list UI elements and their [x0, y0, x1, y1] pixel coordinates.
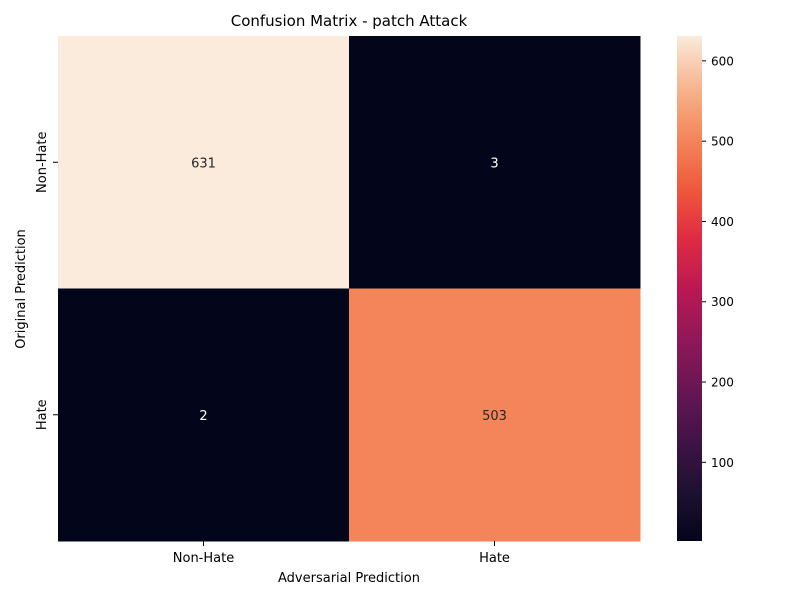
colorbar-tick-label: 300	[711, 295, 734, 309]
x-tick-label: Non-Hate	[173, 551, 234, 566]
heatmap-cell	[349, 36, 641, 289]
cell-value-label: 2	[199, 409, 207, 424]
heatmap-cell	[58, 36, 350, 289]
x-axis-ticks: Non-Hate Hate	[173, 541, 510, 566]
y-axis-ticks: Non-Hate Hate	[35, 132, 58, 430]
chart-title: Confusion Matrix - patch Attack	[231, 12, 468, 30]
y-axis-label: Original Prediction	[14, 229, 29, 349]
cell-value-label: 3	[490, 156, 498, 171]
cell-value-label: 503	[482, 409, 507, 424]
colorbar	[677, 36, 702, 541]
colorbar-ticks: 100 200 300 400 500 600	[702, 54, 734, 470]
cell-value-label: 631	[191, 156, 216, 171]
y-tick-label: Hate	[35, 399, 50, 430]
colorbar-tick-label: 400	[711, 215, 734, 229]
heatmap-cells: 631 3 2 503	[58, 36, 641, 542]
colorbar-tick-label: 500	[711, 135, 734, 149]
y-tick-label: Non-Hate	[35, 132, 50, 193]
x-tick-label: Hate	[479, 551, 510, 566]
heatmap-cell	[349, 288, 641, 542]
colorbar-tick-label: 100	[711, 456, 734, 470]
heatmap-cell	[58, 288, 350, 542]
colorbar-tick-label: 200	[711, 376, 734, 390]
colorbar-tick-label: 600	[711, 54, 734, 68]
x-axis-label: Adversarial Prediction	[278, 571, 420, 586]
